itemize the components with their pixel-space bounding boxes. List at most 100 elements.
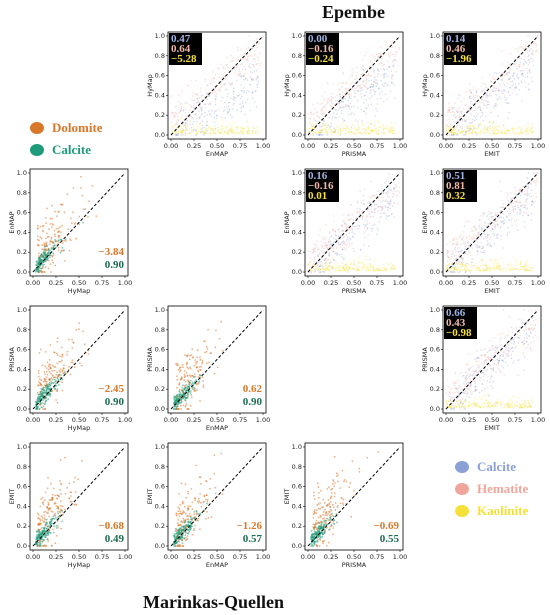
data-point bbox=[247, 132, 249, 134]
data-point bbox=[223, 101, 226, 104]
data-point bbox=[249, 50, 251, 53]
data-point bbox=[41, 388, 44, 391]
data-point bbox=[513, 220, 516, 222]
data-point bbox=[179, 126, 181, 129]
data-point bbox=[180, 109, 182, 112]
data-point bbox=[501, 79, 504, 82]
data-point bbox=[453, 382, 455, 384]
data-point bbox=[376, 79, 378, 81]
data-point bbox=[321, 246, 323, 249]
data-point bbox=[458, 113, 460, 115]
data-point bbox=[456, 391, 459, 394]
data-point bbox=[522, 265, 525, 268]
data-point bbox=[452, 408, 454, 410]
data-point bbox=[356, 270, 359, 272]
data-point bbox=[46, 384, 48, 386]
data-point bbox=[393, 129, 395, 132]
x-tick-label: 0.25 bbox=[462, 416, 476, 424]
data-point bbox=[495, 125, 497, 128]
data-point bbox=[195, 129, 198, 132]
data-point bbox=[452, 404, 454, 407]
y-tick-label: 0.2 bbox=[430, 248, 440, 256]
data-point bbox=[42, 261, 45, 263]
data-point bbox=[82, 221, 84, 224]
data-point bbox=[506, 129, 508, 132]
data-point bbox=[484, 235, 487, 238]
data-point bbox=[510, 264, 513, 267]
data-point bbox=[195, 115, 197, 117]
data-point bbox=[475, 403, 477, 405]
data-point bbox=[482, 267, 485, 270]
data-point bbox=[483, 362, 485, 364]
data-point bbox=[488, 242, 490, 244]
data-point bbox=[513, 63, 515, 66]
data-point bbox=[45, 370, 48, 373]
data-point bbox=[60, 346, 63, 349]
data-point bbox=[316, 269, 318, 271]
data-point bbox=[476, 266, 478, 268]
data-point bbox=[487, 405, 490, 408]
data-point bbox=[326, 102, 329, 104]
data-point bbox=[182, 133, 184, 135]
data-point bbox=[370, 61, 372, 64]
data-point bbox=[515, 224, 517, 226]
data-point bbox=[454, 126, 457, 129]
data-point bbox=[504, 357, 506, 359]
data-point bbox=[493, 131, 495, 134]
data-point bbox=[489, 238, 491, 240]
data-point bbox=[37, 384, 40, 387]
data-point bbox=[345, 105, 348, 108]
data-point bbox=[72, 341, 75, 344]
data-point bbox=[473, 380, 475, 382]
data-point bbox=[460, 100, 463, 102]
data-point bbox=[180, 102, 182, 105]
data-point bbox=[380, 131, 383, 134]
data-point bbox=[379, 125, 381, 128]
data-point bbox=[367, 104, 369, 106]
data-point bbox=[361, 66, 363, 69]
data-point bbox=[42, 229, 44, 232]
data-point bbox=[527, 69, 529, 72]
data-point bbox=[502, 354, 505, 356]
data-point bbox=[395, 186, 397, 189]
data-point bbox=[334, 130, 336, 132]
data-point bbox=[526, 346, 529, 348]
data-point bbox=[172, 126, 175, 128]
data-point bbox=[488, 126, 490, 128]
data-point bbox=[506, 365, 509, 367]
data-point bbox=[453, 384, 456, 387]
data-point bbox=[251, 92, 253, 94]
x-tick-label: 0.50 bbox=[485, 416, 499, 424]
data-point bbox=[526, 208, 528, 210]
stats-background bbox=[444, 307, 477, 339]
data-point bbox=[49, 344, 52, 346]
data-point bbox=[255, 105, 258, 108]
data-point bbox=[242, 127, 244, 129]
data-point bbox=[316, 122, 319, 125]
data-point bbox=[366, 220, 369, 223]
data-point bbox=[171, 111, 174, 114]
data-point bbox=[475, 370, 477, 372]
data-point bbox=[521, 407, 523, 409]
data-point bbox=[525, 269, 527, 272]
data-point bbox=[69, 373, 72, 376]
data-point bbox=[509, 406, 511, 408]
data-point bbox=[505, 129, 508, 132]
data-point bbox=[332, 97, 334, 99]
data-point bbox=[51, 259, 54, 261]
data-point bbox=[382, 124, 384, 126]
data-point bbox=[471, 103, 473, 105]
data-point bbox=[367, 206, 370, 209]
data-point bbox=[454, 132, 457, 134]
data-point bbox=[502, 366, 505, 369]
data-point bbox=[371, 265, 374, 268]
data-point bbox=[498, 83, 501, 85]
data-point bbox=[348, 229, 351, 231]
data-point bbox=[527, 402, 530, 404]
data-point bbox=[508, 350, 510, 353]
data-point bbox=[350, 228, 352, 231]
x-tick-label: 0.50 bbox=[347, 279, 361, 287]
data-point bbox=[461, 405, 463, 408]
data-point bbox=[490, 269, 492, 272]
data-point bbox=[255, 125, 258, 128]
